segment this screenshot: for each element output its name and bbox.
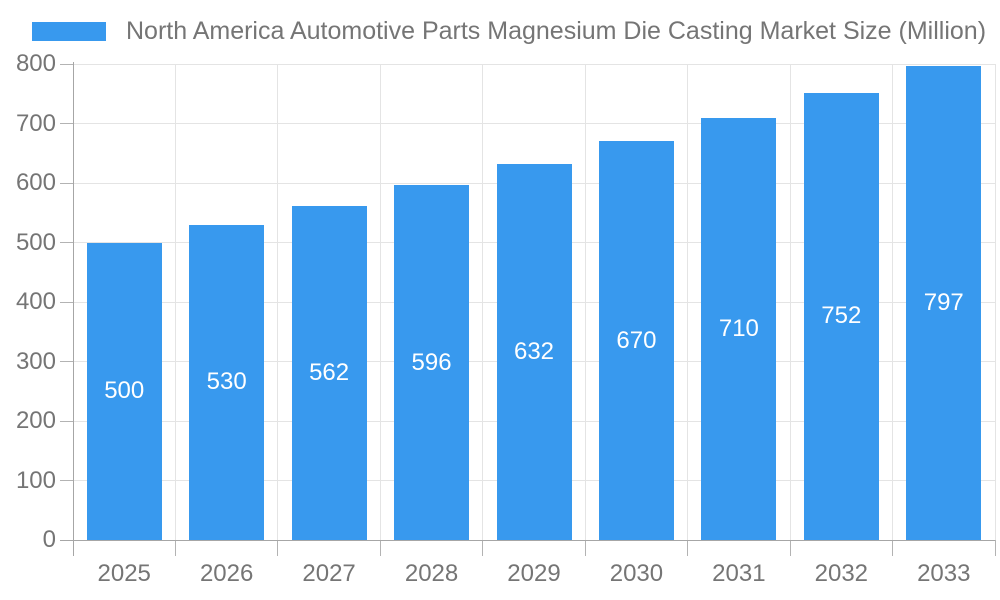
y-axis-label: 100 — [15, 466, 56, 494]
chart-title: North America Automotive Parts Magnesium… — [126, 16, 987, 45]
v-gridline — [892, 64, 894, 540]
x-axis-label: 2032 — [814, 560, 869, 587]
y-axis-label: 200 — [15, 407, 56, 434]
v-gridline — [994, 64, 996, 540]
h-gridline — [73, 63, 995, 65]
bar: 530 — [189, 224, 265, 540]
y-axis-label: 400 — [15, 288, 56, 315]
y-axis-label: 500 — [15, 228, 56, 256]
bar: 710 — [701, 117, 777, 540]
y-tick — [60, 301, 73, 303]
legend-item[interactable]: North America Automotive Parts Magnesium… — [32, 17, 986, 45]
y-axis-label: 600 — [15, 169, 56, 196]
legend-swatch — [32, 21, 106, 41]
y-axis-line — [72, 62, 74, 556]
x-tick — [789, 540, 791, 556]
v-gridline — [584, 64, 586, 540]
y-tick — [60, 63, 73, 65]
y-axis-label: 800 — [15, 50, 56, 77]
bar: 752 — [803, 92, 879, 540]
x-tick — [174, 540, 176, 556]
x-tick — [892, 540, 894, 556]
bar: 670 — [598, 141, 674, 540]
y-tick — [60, 420, 73, 422]
bar: 797 — [906, 65, 982, 540]
x-tick — [994, 540, 996, 556]
y-axis-label: 0 — [42, 526, 56, 553]
bar-value-label: 596 — [411, 348, 452, 376]
v-gridline — [687, 64, 689, 540]
x-tick — [482, 540, 484, 556]
bar-value-label: 500 — [104, 377, 145, 405]
bar: 500 — [86, 242, 162, 540]
y-tick — [60, 480, 73, 481]
x-axis-label: 2031 — [712, 560, 766, 587]
v-gridline — [174, 64, 176, 540]
h-gridline — [73, 123, 995, 124]
v-gridline — [789, 64, 791, 540]
y-axis-label: 300 — [15, 347, 56, 375]
v-gridline — [277, 64, 279, 540]
y-tick — [60, 361, 73, 362]
bar: 562 — [291, 205, 367, 540]
bar-value-label: 752 — [821, 302, 862, 330]
v-gridline — [379, 64, 381, 540]
y-tick — [60, 182, 73, 184]
y-tick — [60, 242, 73, 243]
v-gridline — [482, 64, 484, 540]
bar: 596 — [394, 185, 470, 540]
x-axis-label: 2033 — [917, 560, 971, 587]
x-axis-label: 2027 — [302, 560, 356, 587]
bar-value-label: 530 — [206, 368, 247, 396]
bar-value-label: 670 — [616, 326, 657, 354]
x-tick — [687, 540, 689, 556]
x-axis-label: 2030 — [609, 560, 664, 587]
x-axis-label: 2026 — [199, 560, 254, 587]
x-tick — [379, 540, 381, 556]
bar: 632 — [496, 163, 572, 540]
x-tick — [584, 540, 586, 556]
x-axis-label: 2029 — [507, 560, 561, 587]
bar-value-label: 797 — [923, 288, 964, 316]
x-tick — [277, 540, 279, 556]
x-axis-label: 2025 — [97, 560, 151, 587]
y-tick — [60, 123, 73, 124]
y-axis-label: 700 — [15, 109, 56, 137]
bar-value-label: 710 — [718, 314, 759, 342]
bar-value-label: 632 — [513, 337, 555, 365]
bar-value-label: 562 — [309, 358, 350, 386]
x-axis-label: 2028 — [404, 560, 459, 587]
x-axis-line — [60, 539, 995, 541]
